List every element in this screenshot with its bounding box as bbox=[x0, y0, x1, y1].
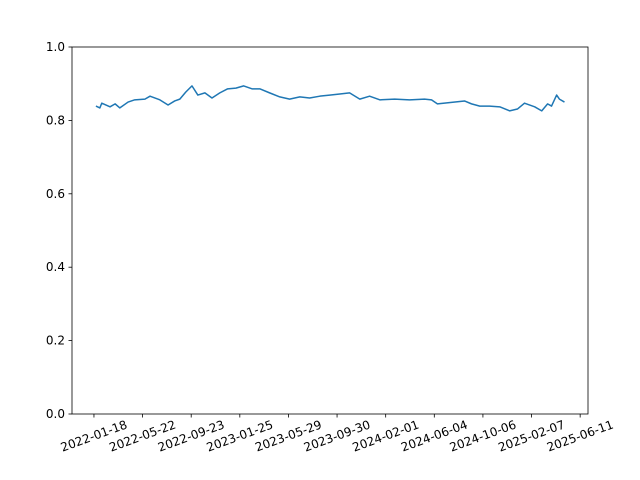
y-tick-label: 0.2 bbox=[46, 334, 65, 348]
y-tick-label: 0.8 bbox=[46, 113, 65, 127]
y-tick-label: 0.0 bbox=[46, 407, 65, 421]
axes-frame bbox=[71, 46, 589, 415]
y-tick-label: 0.4 bbox=[46, 260, 65, 274]
y-tick-label: 0.6 bbox=[46, 187, 65, 201]
data-line bbox=[95, 85, 565, 112]
y-tick-label: 1.0 bbox=[46, 40, 65, 54]
